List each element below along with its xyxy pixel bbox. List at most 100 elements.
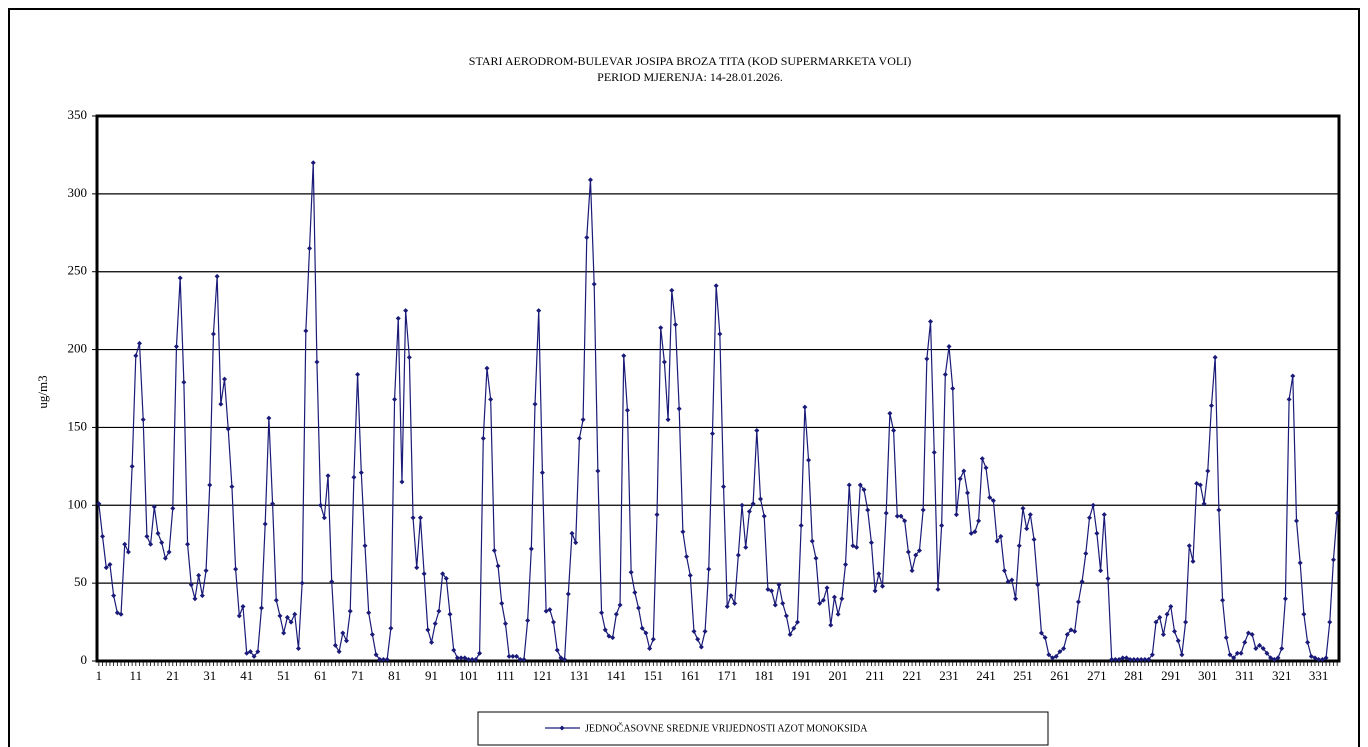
data-point (1101, 512, 1107, 518)
data-point (913, 552, 919, 558)
data-point (987, 495, 993, 500)
data-point (976, 518, 982, 524)
x-tick-label: 151 (644, 668, 664, 683)
data-point (1005, 579, 1011, 585)
data-point (754, 428, 760, 434)
data-point (761, 513, 767, 519)
y-tick-label: 350 (68, 107, 88, 122)
data-point (1131, 656, 1137, 662)
data-point (998, 533, 1004, 539)
data-point (791, 625, 797, 631)
data-point (114, 610, 120, 616)
data-point (1075, 599, 1081, 605)
x-tick-label: 61 (314, 668, 327, 683)
data-point (477, 650, 483, 656)
data-point (355, 371, 361, 377)
data-point (1212, 354, 1218, 360)
data-point (436, 608, 442, 614)
data-point (658, 325, 664, 331)
data-point (440, 571, 446, 577)
data-point (1308, 653, 1314, 659)
data-point (525, 618, 531, 624)
data-point (1330, 557, 1336, 563)
chart-subtitle: PERIOD MJERENJA: 14-28.01.2026. (597, 70, 783, 84)
data-point (100, 533, 106, 539)
data-point (125, 549, 131, 555)
data-point (133, 353, 139, 359)
data-point (824, 585, 830, 591)
data-point (872, 588, 878, 594)
data-point (1149, 652, 1155, 658)
x-tick-label: 311 (1235, 668, 1254, 683)
data-point (854, 544, 860, 550)
data-point (1157, 614, 1163, 620)
data-point (1323, 655, 1329, 661)
y-tick-label: 200 (68, 341, 88, 356)
data-point (606, 633, 612, 639)
data-point (879, 583, 885, 589)
data-point (721, 484, 727, 490)
data-point (137, 340, 143, 346)
data-point (429, 639, 435, 645)
data-point (521, 656, 527, 662)
data-point (236, 613, 242, 619)
data-point (251, 653, 257, 659)
data-point (580, 417, 586, 423)
data-point (469, 656, 475, 662)
data-point (1127, 656, 1133, 662)
x-tick-label: 11 (130, 668, 143, 683)
x-tick-label: 191 (791, 668, 811, 683)
data-point (140, 417, 146, 423)
data-point (1245, 630, 1251, 636)
data-point (1234, 650, 1240, 656)
y-tick-label: 250 (68, 263, 88, 278)
data-point (318, 502, 324, 508)
data-point (713, 283, 719, 289)
data-point (196, 572, 202, 578)
data-point (214, 273, 220, 279)
x-tick-label: 91 (425, 668, 438, 683)
x-tick-label: 261 (1050, 668, 1070, 683)
data-point (551, 619, 557, 625)
data-point (839, 596, 845, 602)
data-point (1172, 628, 1178, 634)
data-point (458, 655, 464, 661)
data-point (794, 619, 800, 625)
data-point (151, 504, 157, 510)
data-point (532, 401, 538, 407)
data-point (484, 365, 490, 371)
data-point (270, 501, 276, 507)
data-point (295, 646, 301, 652)
data-point (1090, 502, 1096, 508)
data-point (639, 625, 645, 631)
data-point (650, 636, 656, 642)
data-point (148, 541, 154, 547)
data-point (307, 245, 313, 251)
data-point (939, 523, 945, 529)
data-point (1316, 656, 1322, 662)
data-point (931, 449, 937, 455)
data-point (384, 656, 390, 662)
data-point (676, 406, 682, 412)
data-point (887, 410, 893, 416)
data-point (1024, 526, 1030, 532)
data-point (617, 602, 623, 608)
x-tick-label: 141 (607, 668, 627, 683)
data-point (192, 596, 198, 602)
data-point (258, 605, 264, 611)
data-point (554, 647, 560, 653)
data-point (957, 476, 963, 482)
data-point (222, 376, 228, 382)
data-point (783, 613, 789, 619)
x-tick-label: 101 (459, 668, 479, 683)
data-point (373, 652, 379, 658)
data-point (266, 415, 272, 421)
data-point (691, 628, 697, 634)
data-point (277, 613, 283, 619)
data-point (1312, 655, 1318, 661)
data-point (166, 549, 172, 555)
data-point (366, 610, 372, 616)
data-point (506, 653, 512, 659)
data-point (562, 656, 568, 662)
data-point (181, 379, 187, 385)
